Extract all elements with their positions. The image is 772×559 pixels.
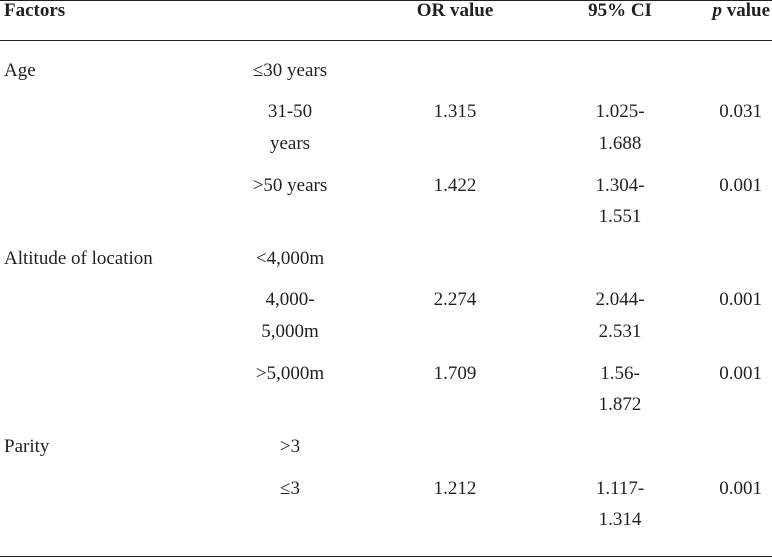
p-value-cell: 0.001 bbox=[719, 175, 762, 196]
ci-cell: 1.551 bbox=[598, 206, 642, 227]
factor-parity: Parity bbox=[4, 436, 50, 457]
bottom-rule bbox=[0, 556, 772, 557]
level-cell: >3 bbox=[279, 436, 301, 457]
or-value-cell: 1.709 bbox=[433, 363, 477, 384]
p-value-cell: 0.001 bbox=[719, 289, 762, 310]
ci-cell: 1.304- bbox=[595, 175, 645, 196]
level-cell: years bbox=[269, 133, 311, 154]
header-p-rest: value bbox=[721, 0, 770, 21]
or-value-cell: 1.422 bbox=[433, 175, 477, 196]
level-cell: <4,000m bbox=[255, 248, 325, 269]
ci-cell: 1.314 bbox=[598, 509, 642, 530]
ci-cell: 1.56- bbox=[600, 363, 640, 384]
header-rule bbox=[0, 40, 772, 41]
or-value-cell: 1.315 bbox=[433, 101, 477, 122]
ci-cell: 2.531 bbox=[598, 321, 642, 342]
factor-age: Age bbox=[4, 60, 36, 81]
ci-cell: 2.044- bbox=[595, 289, 645, 310]
level-cell: >50 years bbox=[252, 175, 328, 196]
header-factors: Factors bbox=[4, 0, 66, 21]
level-cell: 4,000- bbox=[265, 289, 315, 310]
p-value-cell: 0.031 bbox=[719, 101, 762, 122]
ci-cell: 1.117- bbox=[595, 478, 645, 499]
header-or-value: OR value bbox=[416, 0, 494, 21]
ci-cell: 1.872 bbox=[598, 394, 642, 415]
or-value-cell: 2.274 bbox=[433, 289, 477, 310]
level-cell: ≤3 bbox=[280, 478, 300, 499]
level-cell: 31-50 bbox=[267, 101, 313, 122]
ci-cell: 1.025- bbox=[595, 101, 645, 122]
factor-altitude: Altitude of location bbox=[4, 248, 153, 269]
p-value-cell: 0.001 bbox=[719, 363, 762, 384]
or-value-cell: 1.212 bbox=[433, 478, 477, 499]
ci-cell: 1.688 bbox=[598, 133, 642, 154]
level-cell: 5,000m bbox=[261, 321, 319, 342]
header-p-value: p value bbox=[640, 0, 770, 27]
header-95-ci: 95% CI bbox=[588, 0, 652, 21]
level-cell: ≤30 years bbox=[252, 60, 328, 81]
top-rule bbox=[0, 0, 772, 1]
p-value-cell: 0.001 bbox=[719, 478, 762, 499]
header-p-italic: p bbox=[712, 0, 722, 21]
level-cell: >5,000m bbox=[255, 363, 325, 384]
